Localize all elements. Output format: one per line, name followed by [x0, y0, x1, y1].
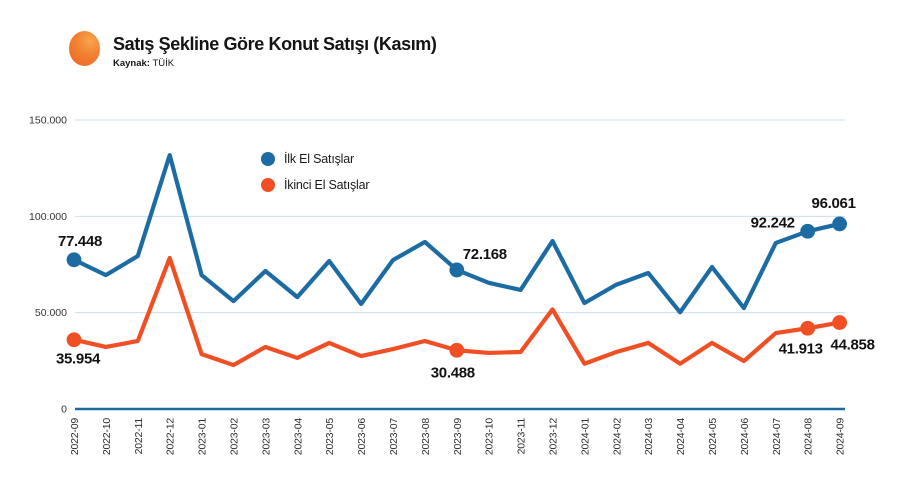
- x-tick-label: 2022-10: [101, 418, 113, 455]
- y-tick-label: 100.000: [29, 211, 67, 223]
- x-tick-label: 2023-10: [484, 418, 496, 455]
- x-tick-label: 2023-11: [516, 418, 528, 455]
- y-tick-label: 0: [61, 404, 67, 416]
- x-tick-label: 2022-11: [133, 418, 145, 455]
- x-tick-label: 2022-09: [69, 418, 81, 455]
- data-point-label: 44.858: [831, 337, 875, 354]
- x-tick-label: 2023-12: [548, 418, 560, 455]
- legend-dot-orange-icon: [261, 178, 275, 192]
- x-tick-label: 2022-12: [165, 418, 177, 455]
- data-point-marker: [449, 262, 465, 278]
- legend-item-second-hand: İkinci El Satışlar: [261, 172, 370, 198]
- legend-label-first-hand: İlk El Satışlar: [284, 152, 354, 166]
- legend-item-first-hand: İlk El Satışlar: [261, 146, 369, 172]
- data-point-label: 77.448: [58, 233, 102, 250]
- source-value: TÜİK: [152, 57, 175, 69]
- x-tick-label: 2023-02: [229, 418, 241, 455]
- x-tick-label: 2024-08: [803, 418, 815, 455]
- line-chart: 0 50.000 100.000 150.000 2022-09 2022-10 2022-…: [29, 115, 875, 456]
- x-tick-label: 2024-01: [579, 418, 591, 455]
- x-tick-label: 2023-08: [420, 418, 432, 455]
- data-point-marker: [66, 252, 82, 268]
- x-tick-label: 2024-07: [771, 418, 783, 455]
- source-label: Kaynak:: [113, 57, 150, 69]
- x-tick-label: 2024-02: [611, 418, 623, 455]
- x-tick-label: 2023-01: [197, 418, 209, 455]
- legend-label-second-hand: İkinci El Satışlar: [284, 178, 370, 192]
- x-tick-label: 2023-03: [260, 418, 272, 455]
- data-point-label: 30.488: [431, 364, 475, 381]
- x-tick-label: 2024-06: [739, 418, 751, 455]
- x-tick-label: 2024-03: [643, 418, 655, 455]
- data-point-label: 96.061: [812, 195, 856, 212]
- chart-legend: İlk El Satışlar İkinci El Satışlar: [261, 146, 370, 198]
- x-tick-label: 2023-07: [388, 418, 400, 455]
- x-tick-label: 2024-05: [707, 418, 719, 455]
- x-tick-label: 2024-04: [675, 418, 687, 455]
- chart-source: Kaynak: TÜİK: [113, 58, 437, 69]
- legend-dot-blue-icon: [261, 152, 275, 166]
- data-point-marker: [832, 315, 847, 330]
- data-point-marker: [66, 332, 82, 348]
- data-point-label: 35.954: [56, 351, 101, 368]
- chart-header: Satış Şekline Göre Konut Satışı (Kasım) …: [69, 31, 437, 69]
- data-point-label: 92.242: [751, 214, 795, 231]
- x-tick-label: 2023-05: [324, 418, 336, 455]
- x-tick-label: 2023-06: [356, 418, 368, 455]
- data-point-marker: [449, 342, 465, 358]
- data-point-marker: [800, 320, 816, 336]
- y-tick-label: 50.000: [35, 307, 67, 319]
- header-text: Satış Şekline Göre Konut Satışı (Kasım) …: [113, 31, 437, 69]
- brand-dot-icon: [69, 31, 100, 66]
- data-point-label: 72.168: [463, 246, 507, 263]
- x-tick-label: 2023-04: [292, 418, 304, 455]
- data-point-label: 41.913: [779, 340, 823, 357]
- data-point-marker: [800, 223, 816, 239]
- chart-title: Satış Şekline Göre Konut Satışı (Kasım): [113, 34, 437, 54]
- y-tick-label: 150.000: [29, 115, 67, 127]
- x-tick-label: 2024-09: [835, 418, 847, 455]
- data-point-marker: [832, 216, 847, 232]
- x-tick-label: 2023-09: [452, 418, 464, 455]
- series-line-first-hand: [71, 152, 842, 315]
